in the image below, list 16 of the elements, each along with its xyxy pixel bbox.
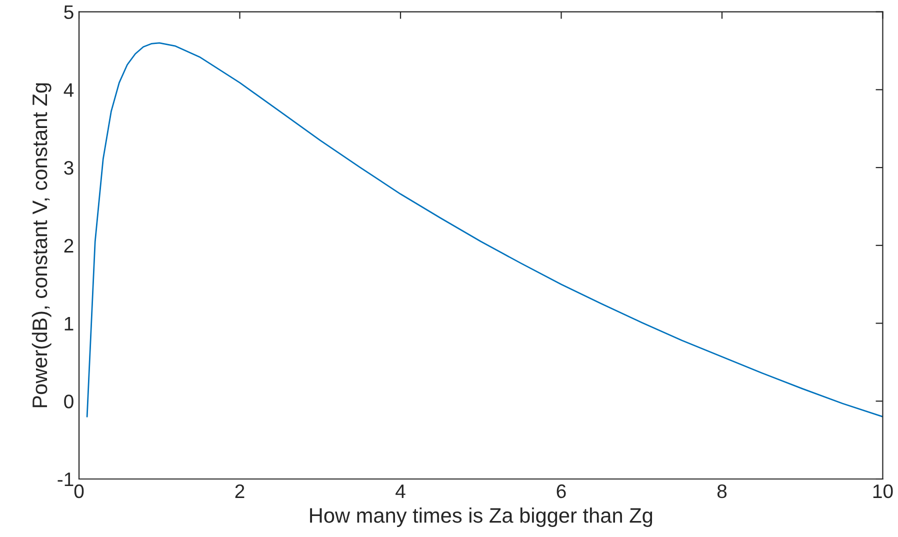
x-tick-label: 0 xyxy=(74,484,84,498)
x-tick-label: 4 xyxy=(396,484,406,498)
y-tick-label: 1 xyxy=(64,316,74,330)
y-tick-label: 0 xyxy=(64,394,74,408)
line-series xyxy=(86,42,883,418)
y-tick-label: 4 xyxy=(64,83,74,97)
x-tick-label: 6 xyxy=(556,484,566,498)
x-tick-label: 2 xyxy=(235,484,244,498)
y-tick-label: -1 xyxy=(58,472,74,486)
x-axis-title: How many times is Za bigger than Zg xyxy=(310,508,652,527)
y-tick-label: 3 xyxy=(64,161,74,175)
x-tick-label: 8 xyxy=(717,484,727,498)
y-tick-label: 2 xyxy=(64,238,74,252)
x-tick-label: 10 xyxy=(873,484,893,498)
y-tick-label: 5 xyxy=(64,5,74,20)
y-axis-title: Power(dB), constant V, constant Zg xyxy=(32,83,52,408)
